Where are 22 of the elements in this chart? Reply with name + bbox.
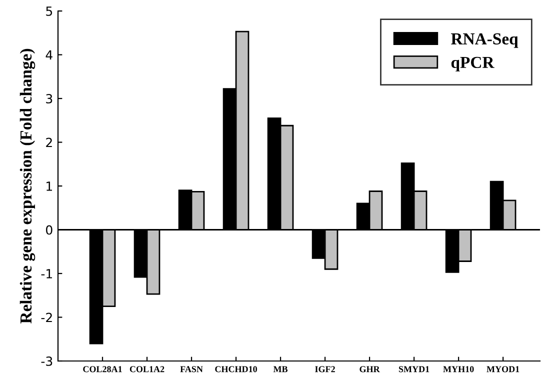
x-tick-label: SMYD1: [398, 366, 430, 372]
y-axis-title: Relative gene expression (Fold change): [20, 48, 36, 324]
x-tick-label: MYH10: [443, 366, 474, 372]
x-tick-label: COL1A2: [130, 366, 164, 372]
y-tick-label: 1: [46, 182, 52, 191]
y-tick-label: -3: [41, 356, 52, 366]
x-tick-label: IGF2: [315, 366, 335, 372]
legend-label: RNA-Seq: [451, 33, 518, 48]
x-tick-label: CHCHD10: [215, 366, 257, 372]
y-tick-label: 2: [46, 138, 52, 147]
y-tick-label: 4: [46, 50, 52, 60]
y-tick-label: -2: [41, 312, 52, 322]
legend-label: qPCR: [451, 56, 494, 72]
x-tick-label: FASN: [180, 366, 203, 372]
y-tick-label: 5: [46, 6, 52, 16]
y-tick-label: 0: [46, 225, 52, 235]
x-tick-label: MYOD1: [486, 366, 520, 372]
x-tick-label: GHR: [360, 366, 380, 372]
x-tick-label: COL28A1: [83, 366, 122, 372]
y-tick-label: -1: [41, 269, 52, 278]
x-tick-label: MB: [273, 366, 288, 372]
y-tick-label: 3: [46, 94, 52, 104]
